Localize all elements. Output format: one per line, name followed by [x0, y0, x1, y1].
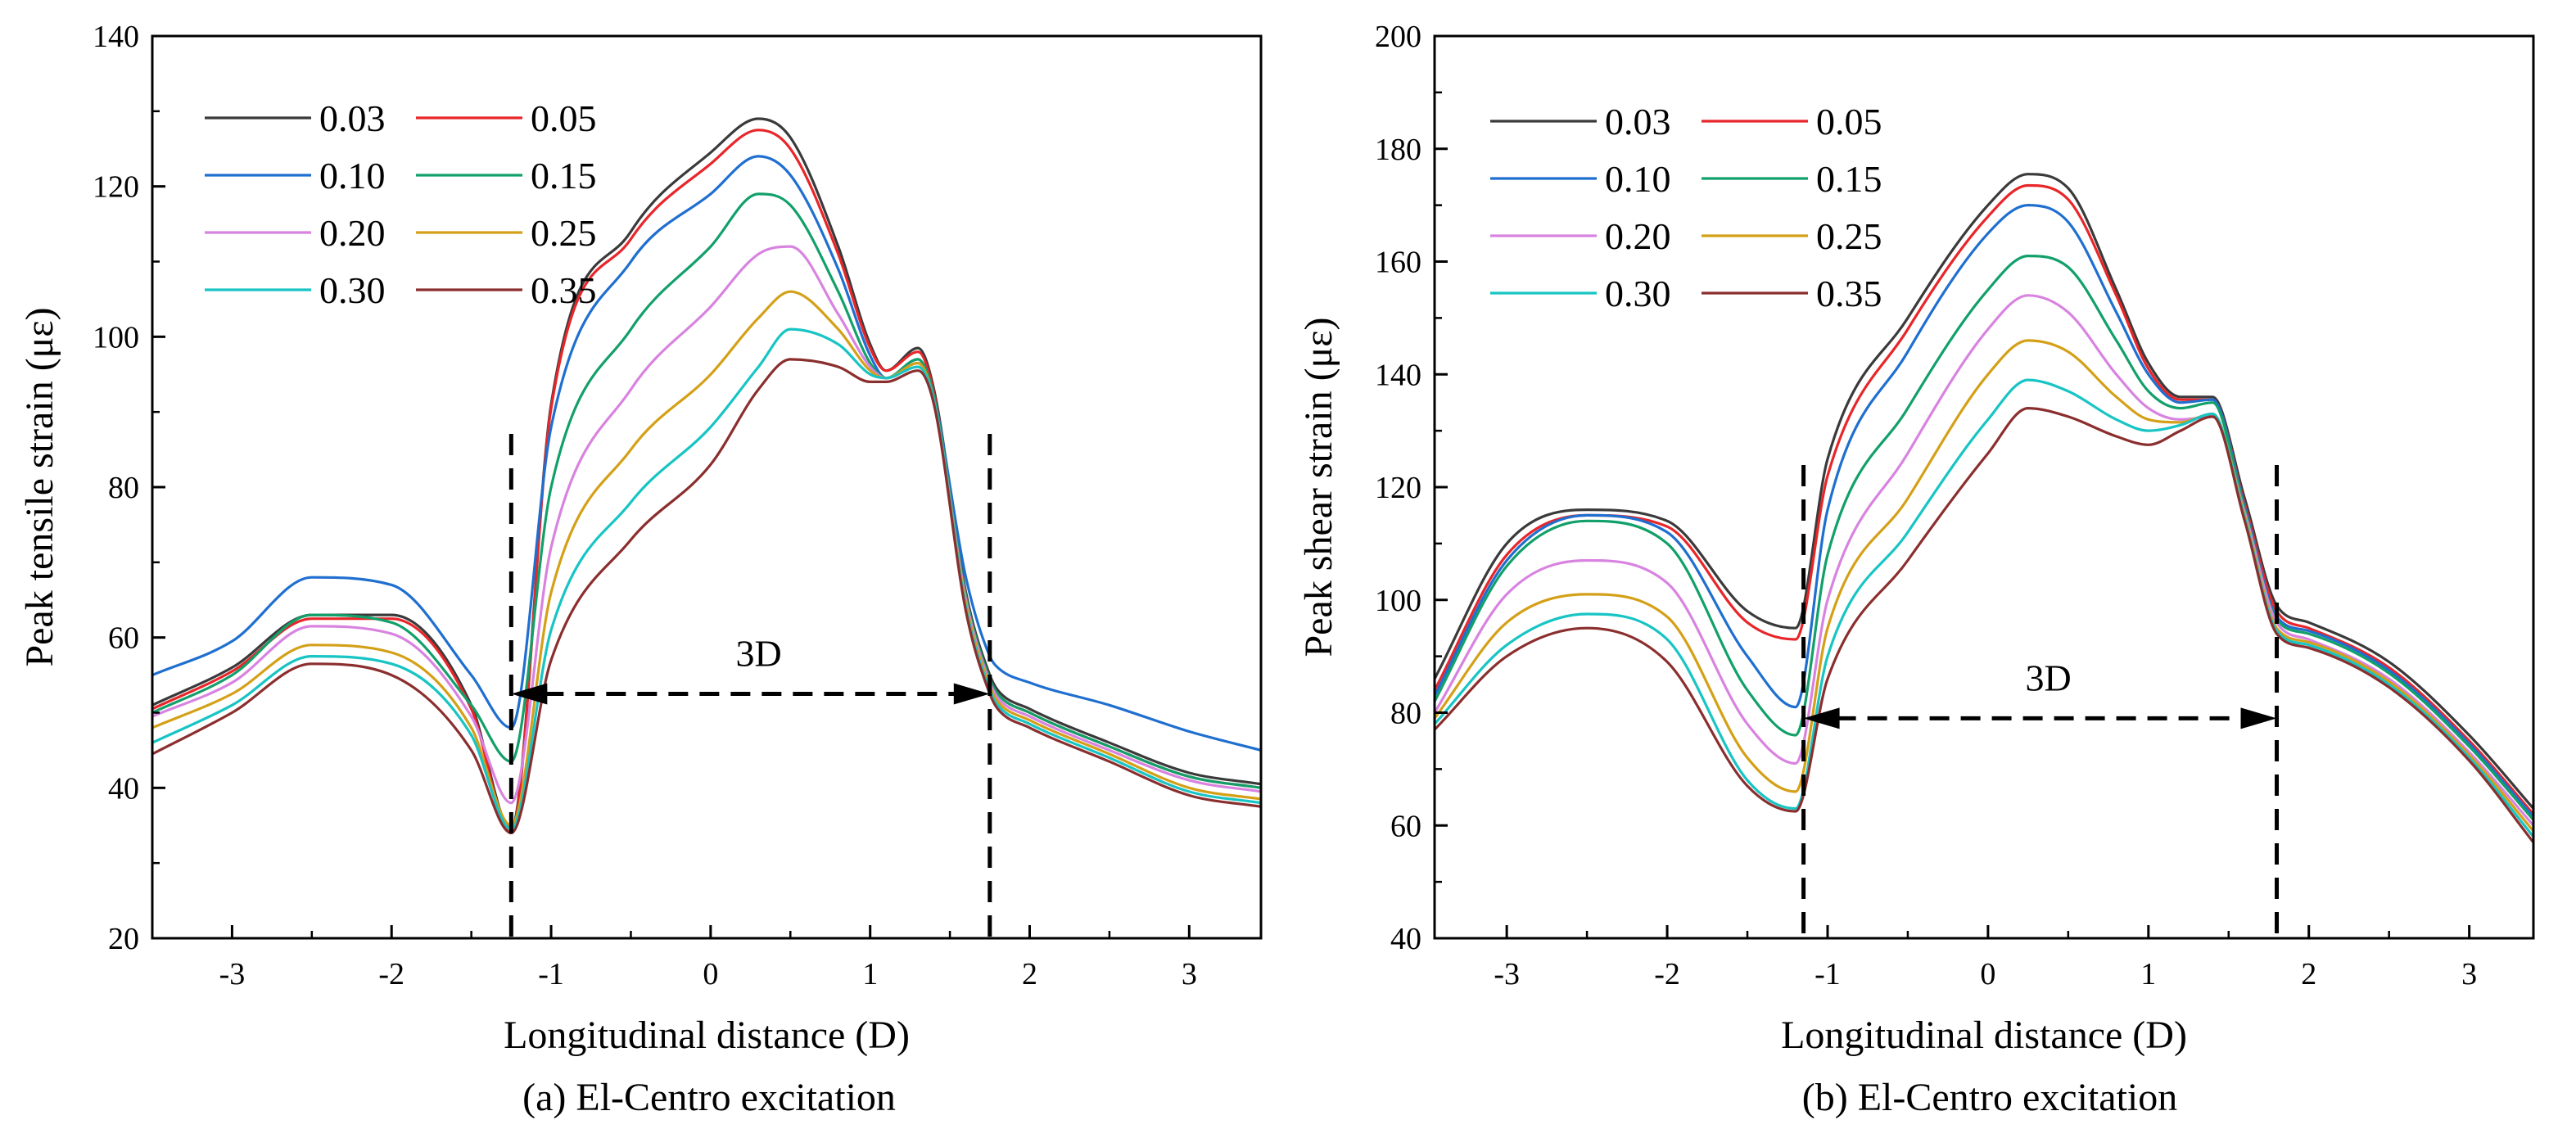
- y-tick-label: 160: [1375, 246, 1421, 280]
- y-axis-title: Peak shear strain (με): [1297, 317, 1340, 657]
- legend-label: 0.15: [531, 155, 597, 196]
- y-tick-label: 180: [1375, 133, 1421, 167]
- y-tick-label: 60: [1390, 809, 1421, 843]
- legend: 0.03 0.05 0.10 0.15 0.20 0.25 0.30 0.35: [205, 97, 597, 311]
- arrowhead-left: [511, 683, 548, 705]
- x-tick-label: 3: [1182, 957, 1197, 991]
- series-line-0-05: [1435, 183, 2533, 815]
- legend-label: 0.10: [1605, 158, 1671, 200]
- y-tick-label: 120: [1375, 471, 1421, 505]
- series-line-0-15: [152, 192, 1261, 789]
- y-tick-label: 100: [93, 320, 139, 354]
- x-tick-label: -1: [538, 957, 564, 991]
- chart-a: -3 -2 -1 0 1 2 3 20 40 60 80 100 120 140 Longitudinal …: [18, 20, 1263, 1119]
- series-group: [1435, 173, 2533, 843]
- series-line-0-35: [1435, 407, 2533, 843]
- x-tick-label: 0: [1980, 957, 1995, 991]
- y-tick-label: 80: [108, 471, 139, 505]
- arrowhead-right: [953, 683, 990, 705]
- series-line-0-20: [1435, 294, 2533, 827]
- dimension-label: 3D: [2025, 657, 2071, 698]
- x-tick-label: -3: [219, 957, 246, 991]
- legend-label: 0.25: [1816, 215, 1882, 257]
- y-axis-title: Peak tensile strain (με): [18, 307, 61, 666]
- series-line-0-30: [152, 327, 1261, 831]
- series-line-0-03: [152, 117, 1261, 831]
- series-group: [152, 117, 1261, 834]
- y-tick-label: 40: [108, 771, 139, 806]
- series-line-0-03: [1435, 173, 2533, 810]
- legend-label: 0.30: [319, 269, 386, 311]
- x-tick-label: 2: [2301, 957, 2316, 991]
- y-tick-label: 60: [108, 621, 139, 656]
- x-tick-label: -2: [1654, 957, 1680, 991]
- y-tick-label: 40: [1390, 922, 1421, 956]
- legend-label: 0.30: [1605, 273, 1671, 314]
- y-tick-label: 80: [1390, 697, 1421, 731]
- series-line-0-20: [152, 245, 1261, 805]
- legend: 0.03 0.05 0.10 0.15 0.20 0.25 0.30 0.35: [1490, 101, 1882, 314]
- dimension-annotation: 3D: [508, 434, 992, 938]
- x-tick-label: -2: [378, 957, 404, 991]
- series-line-0-30: [1435, 378, 2533, 838]
- legend-label: 0.35: [1816, 273, 1882, 314]
- series-line-0-25: [152, 290, 1261, 827]
- x-tick-label: 1: [2140, 957, 2156, 991]
- y-tick-label: 100: [1375, 584, 1421, 618]
- x-tick-label: -1: [1814, 957, 1841, 991]
- legend-label: 0.35: [531, 269, 597, 311]
- y-tick-label: 120: [93, 170, 139, 205]
- series-line-0-35: [152, 358, 1261, 834]
- x-axis-title: Longitudinal distance (D): [504, 1014, 910, 1057]
- y-tick-label: 200: [1375, 20, 1421, 54]
- chart-caption: (a) El-Centro excitation: [522, 1076, 896, 1119]
- arrowhead-left: [1803, 707, 1840, 729]
- legend-label: 0.10: [319, 155, 386, 196]
- legend-label: 0.03: [319, 97, 386, 139]
- x-tick-label: 1: [862, 957, 878, 991]
- x-tick-label: 0: [703, 957, 718, 991]
- dimension-annotation: 3D: [1801, 465, 2280, 938]
- plot-frame: [1433, 34, 2535, 940]
- chart-caption: (b) El-Centro excitation: [1802, 1076, 2178, 1119]
- x-tick-label: -3: [1494, 957, 1520, 991]
- y-tick-label: 20: [108, 922, 139, 956]
- series-line-0-10: [1435, 204, 2533, 818]
- dimension-label: 3D: [735, 633, 781, 675]
- legend-label: 0.05: [531, 97, 597, 139]
- x-tick-label: 3: [2461, 957, 2477, 991]
- legend-label: 0.03: [1605, 101, 1671, 142]
- y-tick-label: 140: [93, 20, 139, 54]
- legend-label: 0.05: [1816, 101, 1882, 142]
- legend-label: 0.15: [1816, 158, 1882, 200]
- legend-label: 0.25: [531, 212, 597, 254]
- series-line-0-25: [1435, 339, 2533, 833]
- legend-label: 0.20: [319, 212, 386, 254]
- chart-b: -3 -2 -1 0 1 2 3 40 60 80 100 120 140 160 180 200 Longit…: [1297, 20, 2535, 1119]
- series-line-0-10: [152, 155, 1261, 752]
- arrowhead-right: [2240, 707, 2277, 729]
- legend-label: 0.20: [1605, 215, 1671, 257]
- x-axis-title: Longitudinal distance (D): [1781, 1014, 2187, 1057]
- series-line-0-15: [1435, 255, 2533, 821]
- y-tick-label: 140: [1375, 358, 1421, 392]
- x-tick-label: 2: [1022, 957, 1037, 991]
